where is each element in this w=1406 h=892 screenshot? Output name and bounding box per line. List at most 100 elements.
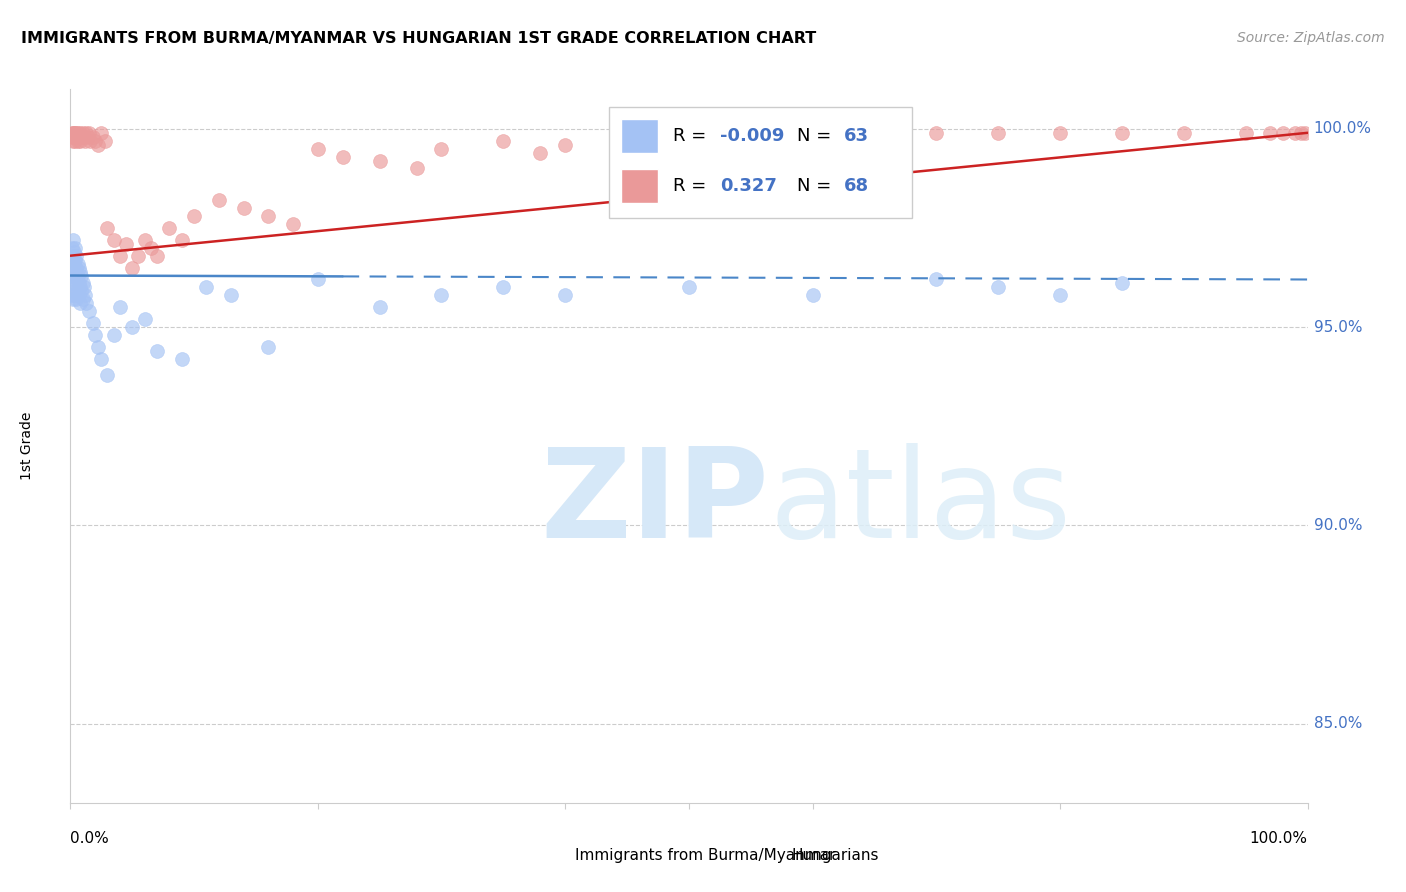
Point bbox=[65, 277, 87, 291]
Point bbox=[1271, 126, 1294, 140]
Point bbox=[75, 134, 97, 148]
Point bbox=[63, 257, 86, 271]
Point bbox=[62, 126, 84, 140]
Text: 85.0%: 85.0% bbox=[1313, 716, 1362, 731]
Point bbox=[121, 320, 143, 334]
Point bbox=[72, 293, 94, 307]
Point bbox=[66, 257, 89, 271]
Point bbox=[96, 221, 118, 235]
Point bbox=[77, 126, 100, 140]
Point bbox=[170, 233, 193, 247]
Point bbox=[70, 129, 93, 144]
Point bbox=[925, 272, 948, 286]
Point bbox=[67, 288, 90, 302]
Point bbox=[678, 280, 700, 294]
Point bbox=[925, 126, 948, 140]
Point bbox=[90, 126, 112, 140]
Point bbox=[69, 280, 91, 294]
Point bbox=[77, 304, 100, 318]
Point bbox=[70, 268, 93, 283]
Point bbox=[65, 260, 87, 275]
Point bbox=[73, 280, 96, 294]
Point bbox=[62, 134, 84, 148]
Text: 0.327: 0.327 bbox=[720, 178, 776, 195]
Text: 1st Grade: 1st Grade bbox=[20, 412, 34, 480]
Point bbox=[60, 288, 83, 302]
Point bbox=[82, 316, 104, 330]
Point bbox=[121, 260, 143, 275]
Point bbox=[332, 150, 354, 164]
Point bbox=[108, 300, 131, 314]
Point bbox=[987, 280, 1010, 294]
Point bbox=[1111, 277, 1133, 291]
Point bbox=[195, 280, 218, 294]
Point bbox=[139, 241, 162, 255]
Point bbox=[65, 249, 87, 263]
Text: 100.0%: 100.0% bbox=[1313, 121, 1372, 136]
Point bbox=[1294, 126, 1316, 140]
Point bbox=[69, 126, 91, 140]
Point bbox=[307, 272, 329, 286]
Bar bbox=[540, 847, 568, 863]
Point bbox=[65, 126, 87, 140]
Point bbox=[69, 134, 91, 148]
Point bbox=[219, 288, 242, 302]
Text: R =: R = bbox=[673, 128, 711, 145]
Point bbox=[62, 293, 84, 307]
Point bbox=[72, 126, 94, 140]
Point bbox=[146, 249, 169, 263]
Point bbox=[801, 288, 824, 302]
Point bbox=[127, 249, 149, 263]
Point bbox=[60, 268, 83, 283]
Point bbox=[62, 233, 84, 247]
Point bbox=[108, 249, 131, 263]
Point bbox=[554, 288, 576, 302]
Point bbox=[62, 260, 84, 275]
Point bbox=[79, 134, 101, 148]
Point bbox=[86, 137, 108, 152]
Point bbox=[405, 161, 427, 176]
Text: 63: 63 bbox=[844, 128, 869, 145]
Point bbox=[801, 126, 824, 140]
Point bbox=[1284, 126, 1306, 140]
Text: N =: N = bbox=[797, 128, 837, 145]
Point bbox=[1291, 126, 1313, 140]
Point bbox=[103, 233, 125, 247]
Point bbox=[170, 351, 193, 366]
Point bbox=[60, 126, 83, 140]
Point bbox=[257, 340, 280, 354]
Point bbox=[1049, 126, 1071, 140]
Point bbox=[75, 296, 97, 310]
Bar bbox=[621, 169, 658, 203]
Point bbox=[65, 126, 87, 140]
Point bbox=[60, 129, 83, 144]
FancyBboxPatch shape bbox=[609, 107, 911, 218]
Point bbox=[65, 241, 87, 255]
Point bbox=[82, 129, 104, 144]
Point bbox=[65, 293, 87, 307]
Point bbox=[554, 137, 576, 152]
Point bbox=[208, 193, 231, 207]
Point bbox=[257, 209, 280, 223]
Point bbox=[94, 134, 117, 148]
Text: IMMIGRANTS FROM BURMA/MYANMAR VS HUNGARIAN 1ST GRADE CORRELATION CHART: IMMIGRANTS FROM BURMA/MYANMAR VS HUNGARI… bbox=[21, 31, 817, 46]
Text: ZIP: ZIP bbox=[540, 442, 769, 564]
Point bbox=[65, 268, 87, 283]
Point bbox=[60, 257, 83, 271]
Point bbox=[740, 126, 762, 140]
Point bbox=[146, 343, 169, 358]
Point bbox=[60, 241, 83, 255]
Point bbox=[63, 272, 86, 286]
Point bbox=[67, 129, 90, 144]
Point bbox=[65, 134, 87, 148]
Point bbox=[368, 153, 391, 168]
Point bbox=[430, 288, 453, 302]
Point bbox=[63, 244, 86, 259]
Point bbox=[1260, 126, 1282, 140]
Point bbox=[75, 126, 97, 140]
Text: -0.009: -0.009 bbox=[720, 128, 785, 145]
Point bbox=[492, 280, 515, 294]
Point bbox=[66, 126, 89, 140]
Point bbox=[134, 312, 156, 326]
Point bbox=[115, 236, 138, 251]
